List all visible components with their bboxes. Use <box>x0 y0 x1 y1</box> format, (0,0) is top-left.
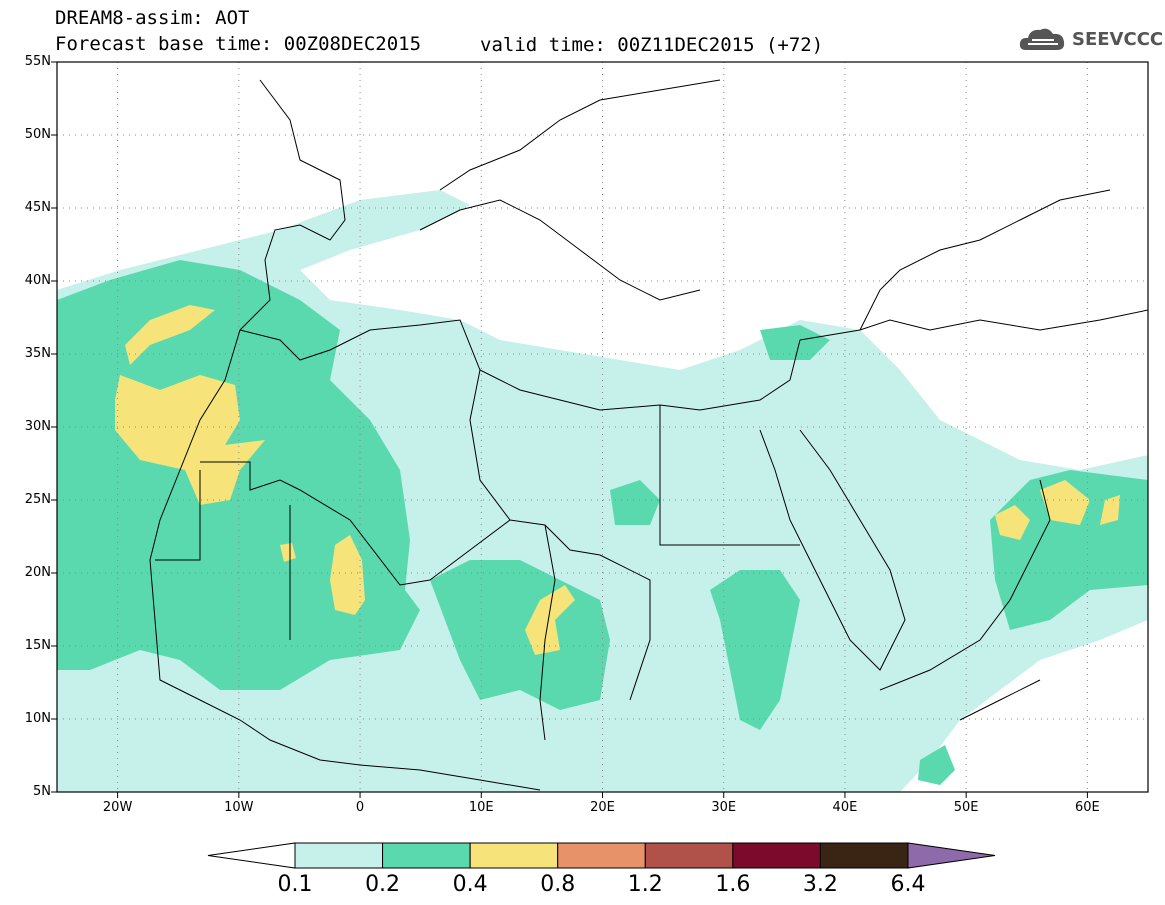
colorbar-segment <box>819 842 909 869</box>
colorbar-label: 0.8 <box>540 872 576 897</box>
lat-label: 50N <box>24 127 51 142</box>
aot-band-0-2-levant <box>760 325 830 360</box>
aot-band-0-4-mauritania <box>280 543 296 562</box>
lat-label: 45N <box>24 200 51 215</box>
seevccc-logo: SEEVCCC <box>1018 24 1163 54</box>
aot-band-0-4-morocco <box>115 375 265 505</box>
colorbar-arrow-high <box>907 842 996 869</box>
colorbar-segment <box>294 842 384 869</box>
lon-label: 10W <box>224 800 254 815</box>
lat-label: 35N <box>24 346 51 361</box>
colorbar-label: 0.4 <box>452 872 488 897</box>
aot-band-0-2-libya <box>610 480 660 525</box>
country-borders <box>149 79 1148 791</box>
aot-band-0-2-west <box>57 260 420 690</box>
lat-label: 15N <box>24 638 51 653</box>
lon-label: 10E <box>468 800 494 815</box>
lon-label: 30E <box>711 800 737 815</box>
lat-label: 25N <box>24 492 51 507</box>
lat-label: 55N <box>24 54 51 69</box>
lat-label: 30N <box>24 419 51 434</box>
colorbar-label: 3.2 <box>802 872 838 897</box>
colorbar-segment <box>557 842 646 869</box>
cloud-icon <box>1019 28 1065 50</box>
aot-field <box>57 190 1148 792</box>
colorbar-label: 0.1 <box>277 872 313 897</box>
logo-text: SEEVCCC <box>1072 28 1164 50</box>
lon-label: 20W <box>102 800 133 815</box>
aot-band-0-4-mali <box>330 535 365 615</box>
lat-label: 40N <box>24 273 51 288</box>
colorbar-segment <box>469 842 559 869</box>
axis-ticks <box>51 61 1088 798</box>
aot-band-0-4-chad <box>525 585 575 655</box>
colorbar-segment <box>644 842 734 869</box>
aot-band-0-2-sudan <box>710 570 800 730</box>
lat-label: 10N <box>24 711 51 726</box>
colorbar-label: 1.6 <box>715 872 751 897</box>
colorbar-label: 1.2 <box>627 872 663 897</box>
valid-time: valid time: 00Z11DEC2015 (+72) <box>480 34 824 56</box>
colorbar-segment <box>382 842 471 869</box>
aot-band-0-2-horn <box>918 745 955 785</box>
colorbar-segment <box>732 842 821 869</box>
colorbar-label: 6.4 <box>890 872 926 897</box>
lon-label: 20E <box>590 800 615 815</box>
map-title: DREAM8-assim: AOT <box>55 7 250 29</box>
colorbar-arrow-low <box>207 842 296 869</box>
lon-label: 50E <box>953 800 979 815</box>
forecast-base-time: Forecast base time: 00Z08DEC2015 <box>55 33 422 55</box>
lat-label: 20N <box>24 565 51 580</box>
colorbar-label: 0.2 <box>365 872 401 897</box>
lon-label: 40E <box>832 800 858 815</box>
lon-label: 0 <box>355 800 365 815</box>
aot-band-0-4-atlantic <box>125 305 215 365</box>
lat-label: 5N <box>33 784 51 799</box>
lon-label: 60E <box>1074 800 1100 815</box>
colorbar <box>207 842 996 869</box>
aot-band-0-4-gulf <box>995 480 1120 540</box>
